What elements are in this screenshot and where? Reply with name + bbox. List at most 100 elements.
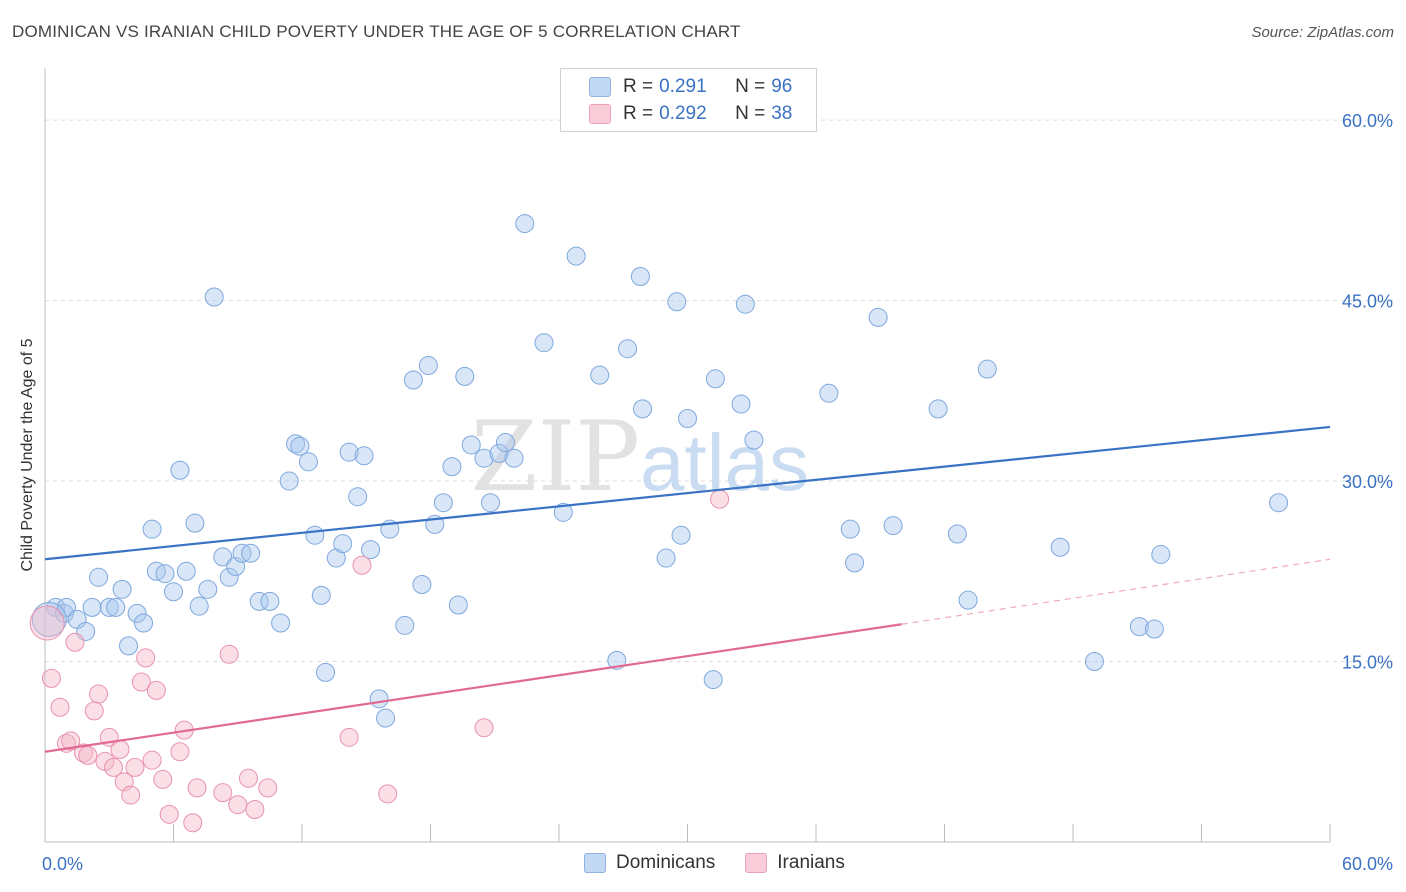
point-dominicans: [333, 534, 353, 554]
point-iranians: [183, 813, 203, 833]
point-iranians: [339, 727, 359, 747]
point-dominicans: [298, 452, 318, 472]
point-iranians: [61, 731, 81, 751]
point-iranians: [104, 757, 124, 777]
series-legend: Dominicans Iranians: [584, 852, 875, 874]
legend-label-dominicans: Dominicans: [616, 852, 716, 873]
point-iranians: [29, 605, 65, 641]
y-tick-label: 15.0%: [1342, 653, 1393, 673]
point-dominicans: [819, 383, 839, 403]
point-dominicans: [354, 446, 374, 466]
point-dominicans: [412, 575, 432, 595]
point-dominicans: [703, 670, 723, 690]
point-dominicans: [705, 369, 725, 389]
point-dominicans: [290, 436, 310, 456]
point-iranians: [474, 718, 494, 738]
point-dominicans: [82, 597, 102, 617]
point-dominicans: [31, 601, 67, 637]
point-dominicans: [1151, 544, 1171, 564]
point-dominicans: [845, 553, 865, 573]
point-dominicans: [241, 543, 261, 563]
point-iranians: [378, 784, 398, 804]
point-dominicans: [418, 356, 438, 376]
y-tick-label: 60.0%: [1342, 111, 1393, 131]
point-dominicans: [89, 567, 109, 587]
point-dominicans: [316, 662, 336, 682]
point-iranians: [153, 769, 173, 789]
legend-n-label: N =: [735, 103, 766, 124]
legend-item-dominicans: Dominicans: [584, 852, 715, 874]
point-dominicans: [607, 650, 627, 670]
chart-title: DOMINICAN VS IRANIAN CHILD POVERTY UNDER…: [12, 22, 741, 41]
point-dominicans: [947, 524, 967, 544]
point-iranians: [50, 697, 70, 717]
point-dominicans: [155, 564, 175, 584]
legend-swatch-dominicans: [589, 77, 611, 97]
point-dominicans: [127, 603, 147, 623]
point-dominicans: [504, 448, 524, 468]
watermark-zip: ZIP: [471, 401, 640, 513]
legend-n-value: 38: [771, 103, 793, 124]
point-dominicans: [553, 502, 573, 522]
point-dominicans: [249, 591, 269, 611]
point-dominicans: [213, 547, 233, 567]
y-tick-label: 30.0%: [1342, 472, 1393, 492]
point-dominicans: [977, 359, 997, 379]
point-iranians: [125, 757, 145, 777]
point-dominicans: [495, 433, 515, 453]
point-dominicans: [119, 636, 139, 656]
legend-r-value: 0.292: [659, 103, 707, 124]
point-dominicans: [112, 579, 132, 599]
point-dominicans: [1050, 537, 1070, 557]
point-iranians: [89, 684, 109, 704]
point-dominicans: [656, 548, 676, 568]
point-dominicans: [219, 567, 239, 587]
legend-item-iranians: Iranians: [745, 852, 845, 874]
legend-row-iranians: R = 0.292 N = 38: [589, 102, 792, 126]
point-iranians: [710, 489, 730, 509]
point-dominicans: [731, 394, 751, 414]
point-dominicans: [868, 307, 888, 327]
point-dominicans: [142, 519, 162, 539]
legend-r-label: R =: [623, 103, 654, 124]
trendline-iranians: [44, 623, 902, 753]
point-dominicans: [198, 579, 218, 599]
point-dominicans: [1269, 493, 1289, 513]
point-dominicans: [840, 519, 860, 539]
legend-n-label: N =: [735, 76, 766, 97]
point-dominicans: [633, 399, 653, 419]
point-dominicans: [461, 435, 481, 455]
watermark: ZIP atlas: [471, 401, 809, 513]
x-tick-label: 0.0%: [42, 854, 83, 874]
point-dominicans: [361, 540, 381, 560]
point-dominicans: [369, 689, 389, 709]
point-iranians: [131, 672, 151, 692]
watermark-atlas: atlas: [640, 418, 809, 507]
legend-swatch-dominicans: [584, 853, 606, 873]
legend-r-label: R =: [623, 76, 654, 97]
point-iranians: [142, 750, 162, 770]
point-dominicans: [883, 516, 903, 536]
point-dominicans: [480, 493, 500, 513]
point-dominicans: [667, 292, 687, 312]
point-dominicans: [630, 267, 650, 287]
point-iranians: [219, 644, 239, 664]
y-axis-label: Child Poverty Under the Age of 5: [19, 338, 36, 572]
point-dominicans: [515, 214, 535, 234]
point-dominicans: [618, 339, 638, 359]
points-layer: [29, 214, 1289, 833]
point-iranians: [121, 785, 141, 805]
point-iranians: [110, 739, 130, 759]
point-dominicans: [744, 430, 764, 450]
tick-labels: 15.0% 30.0% 45.0% 60.0% 0.0% 60.0%: [42, 111, 1393, 874]
point-dominicans: [489, 443, 509, 463]
point-dominicans: [590, 365, 610, 385]
point-iranians: [84, 701, 104, 721]
point-dominicans: [376, 708, 396, 728]
legend-n-value: 96: [771, 76, 793, 97]
point-dominicans: [395, 615, 415, 635]
point-dominicans: [185, 513, 205, 533]
point-dominicans: [189, 596, 209, 616]
point-iranians: [65, 632, 85, 652]
